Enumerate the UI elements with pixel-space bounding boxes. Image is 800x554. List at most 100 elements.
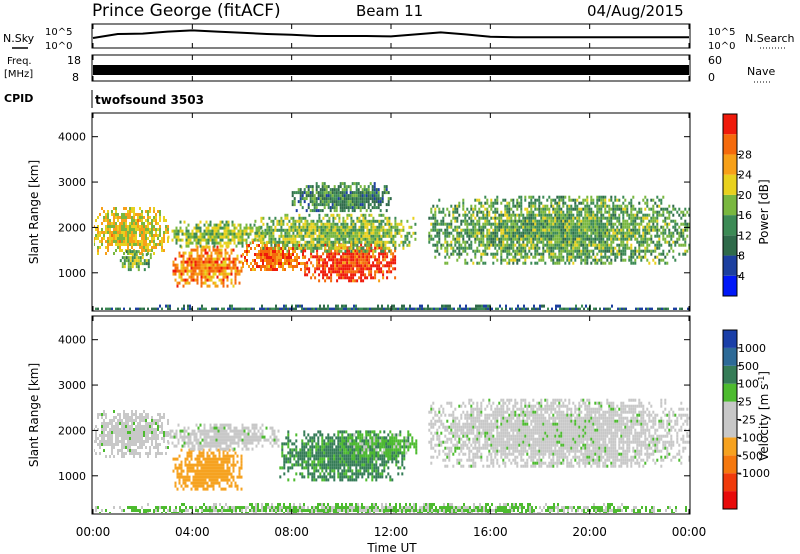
power-cell — [121, 243, 123, 246]
power-cell — [117, 234, 119, 237]
power-cell — [632, 204, 635, 208]
power-cell — [318, 231, 321, 235]
power-cell — [191, 232, 194, 236]
velocity-cell — [121, 434, 123, 437]
power-cell — [554, 222, 557, 226]
power-cell — [641, 307, 643, 310]
power-cell — [398, 231, 401, 235]
power-cell — [510, 252, 513, 256]
power-cell — [199, 235, 202, 239]
power-cell — [616, 255, 619, 259]
power-cell — [480, 258, 483, 262]
power-cell — [574, 231, 577, 235]
power-cell — [198, 254, 201, 258]
power-cell — [562, 249, 565, 253]
power-cell — [396, 222, 399, 226]
power-cell — [524, 243, 527, 247]
power-cell — [596, 234, 599, 238]
power-cell — [266, 240, 269, 244]
power-cell — [560, 249, 563, 253]
power-cell — [204, 257, 207, 261]
power-cell — [310, 255, 313, 259]
power-cell — [368, 270, 371, 274]
power-cell — [325, 203, 328, 207]
power-cell — [129, 268, 132, 272]
power-cell — [650, 234, 653, 238]
power-cell — [652, 207, 655, 211]
power-cell — [270, 225, 273, 229]
power-cell — [225, 220, 228, 224]
power-cell — [338, 237, 341, 241]
power-cell — [468, 246, 471, 250]
velocity-cell — [99, 446, 101, 449]
power-cell — [372, 237, 375, 241]
power-cell — [350, 234, 353, 238]
power-cell — [177, 238, 180, 242]
power-cell — [147, 225, 149, 228]
power-cell — [137, 265, 140, 269]
power-cell — [520, 255, 523, 259]
power-cell — [332, 216, 335, 220]
power-cell — [334, 267, 337, 271]
power-cell — [600, 243, 603, 247]
power-cell — [290, 216, 293, 220]
power-cell — [368, 255, 371, 259]
power-cell — [373, 200, 376, 204]
power-cell — [632, 228, 635, 232]
power-cell — [533, 304, 535, 308]
power-cell — [370, 237, 373, 241]
power-cell — [462, 201, 465, 205]
power-cell — [616, 249, 619, 253]
power-cell — [464, 249, 467, 253]
power-cell — [272, 253, 274, 256]
power-cell — [376, 228, 379, 232]
power-cell — [458, 201, 461, 205]
power-cell — [317, 191, 320, 195]
power-cell — [268, 250, 270, 253]
power-cell — [560, 255, 563, 259]
power-cell — [327, 307, 329, 310]
power-cell — [524, 261, 527, 265]
power-cell — [458, 249, 461, 253]
velocity-cell — [125, 428, 127, 431]
power-cell — [243, 307, 245, 310]
power-cell — [167, 304, 169, 308]
power-cell — [219, 238, 222, 242]
power-cell — [290, 259, 292, 262]
power-cell — [351, 191, 354, 195]
power-cell — [246, 244, 248, 247]
power-cell — [133, 228, 135, 231]
power-cell — [129, 252, 131, 255]
power-cell — [533, 307, 535, 310]
power-cell — [247, 226, 250, 230]
power-cell — [304, 240, 307, 244]
power-cell — [302, 216, 305, 220]
power-cell — [472, 210, 475, 214]
power-cell — [324, 237, 327, 241]
power-cell — [260, 216, 263, 220]
power-cell — [375, 200, 378, 204]
power-cell — [141, 219, 143, 222]
velocity-cell — [105, 440, 107, 443]
power-cell — [262, 231, 265, 235]
power-cell — [308, 246, 311, 250]
power-cell — [582, 228, 585, 232]
power-cell — [151, 237, 153, 240]
power-cell — [208, 254, 211, 258]
power-cell — [312, 231, 315, 235]
power-cell — [592, 222, 595, 226]
power-cell — [173, 232, 176, 236]
velocity-cell — [94, 440, 95, 443]
power-cell — [214, 263, 217, 267]
power-cell — [506, 249, 509, 253]
power-cell — [554, 234, 557, 238]
power-cell — [474, 228, 477, 232]
power-cell — [161, 249, 163, 252]
power-cell — [576, 255, 579, 259]
power-cell — [149, 228, 151, 231]
power-cell — [320, 243, 323, 247]
power-cell — [131, 237, 133, 240]
power-cell — [379, 209, 382, 213]
velocity-cell — [123, 428, 125, 431]
power-cell — [310, 237, 313, 241]
